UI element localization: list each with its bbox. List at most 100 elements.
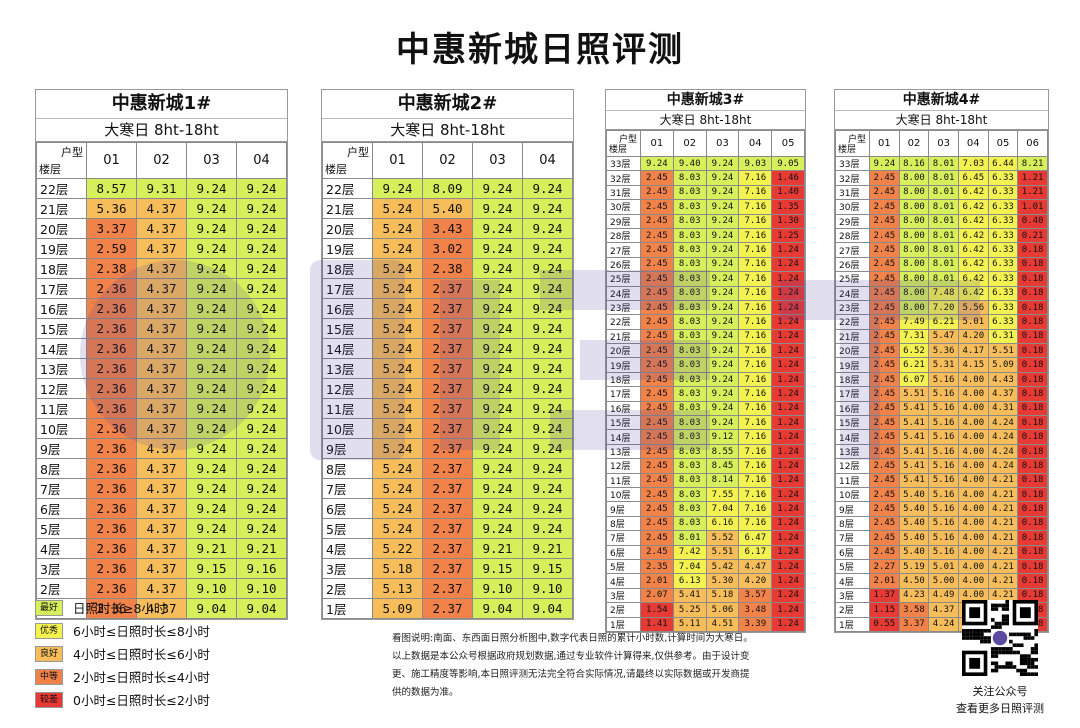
floor-label: 13层 (606, 443, 641, 460)
sunlight-hours-cell: 4.00 (957, 458, 989, 474)
sunlight-hours-cell: 4.00 (957, 486, 989, 503)
floor-label: 10层 (835, 486, 870, 503)
sunlight-hours-cell: 9.24 (522, 338, 573, 359)
sunlight-hours-cell: 2.45 (869, 544, 900, 560)
table-row: 15层 2.45 5.41 5.16 4.00 4.24 0.18 (835, 415, 1048, 431)
qr-code[interactable] (962, 600, 1038, 676)
sunlight-hours-cell: 2.37 (422, 558, 473, 579)
sunlight-hours-cell: 2.45 (640, 213, 674, 229)
unit-header: 01 (869, 130, 900, 157)
floor-label: 18层 (835, 371, 870, 388)
sunlight-hours-cell: 9.04 (472, 598, 523, 619)
sunlight-hours-cell: 6.52 (898, 343, 930, 359)
sunlight-hours-cell: 6.42 (957, 227, 989, 244)
building-table-3: 中惠新城3# 大寒日 8ht-18ht 户型 楼层 01 02 03 04 05 33层 9.24 9… (605, 89, 806, 633)
sunlight-hours-cell: 0.18 (1017, 343, 1048, 359)
sunlight-hours-cell: 8.01 (928, 170, 959, 186)
table-row: 12层 2.45 5.41 5.16 4.00 4.24 0.18 (835, 458, 1048, 474)
sunlight-hours-cell: 2.45 (640, 184, 674, 201)
sunlight-hours-cell: 4.37 (136, 538, 187, 559)
sunlight-hours-cell: 5.24 (372, 358, 423, 379)
sunlight-hours-cell: 7.16 (738, 400, 773, 417)
sunlight-hours-cell: 0.18 (1017, 530, 1048, 546)
sunlight-hours-cell: 9.24 (472, 318, 523, 339)
sunlight-hours-cell: 9.24 (472, 398, 523, 419)
table-row: 12层 5.24 2.37 9.24 9.24 (322, 378, 573, 399)
table-row: 11层 2.45 5.41 5.16 4.00 4.21 0.18 (835, 472, 1048, 488)
sunlight-hours-cell: 2.37 (422, 338, 473, 359)
sunlight-hours-cell: 9.24 (705, 285, 740, 301)
sunlight-hours-cell: 9.24 (705, 155, 740, 172)
sunlight-hours-cell: 5.40 (898, 515, 930, 532)
sunlight-hours-cell: 1.41 (640, 616, 674, 632)
sunlight-hours-cell: 9.24 (236, 438, 287, 459)
floor-label: 9层 (835, 501, 870, 517)
sunlight-hours-cell: 9.24 (705, 299, 740, 316)
floor-label: 14层 (322, 338, 373, 359)
sunlight-hours-cell: 9.24 (705, 328, 740, 345)
sunlight-hours-cell: 9.24 (186, 358, 237, 379)
sunlight-hours-cell: 2.37 (422, 318, 473, 339)
unit-header: 04 (738, 130, 773, 157)
table-row: 8层 5.24 2.37 9.24 9.24 (322, 458, 573, 479)
sunlight-hours-cell: 0.18 (1017, 371, 1048, 388)
sunlight-hours-cell: 7.16 (738, 184, 773, 201)
sunlight-hours-cell: 5.18 (705, 587, 740, 604)
sunlight-hours-cell: 4.37 (136, 238, 187, 259)
legend-badge: 中等 (35, 668, 63, 685)
floor-label: 6层 (322, 498, 373, 519)
sunlight-hours-cell: 8.03 (672, 170, 707, 186)
floor-label: 19层 (322, 238, 373, 259)
floor-label: 17层 (322, 278, 373, 299)
sunlight-hours-cell: 4.21 (987, 486, 1019, 503)
sunlight-hours-cell: 2.36 (86, 498, 137, 519)
sunlight-hours-cell: 6.33 (987, 242, 1019, 258)
sunlight-hours-cell: 4.24 (987, 415, 1019, 431)
sunlight-hours-cell: 9.24 (472, 378, 523, 399)
sunlight-hours-cell: 0.18 (1017, 501, 1048, 517)
sunlight-hours-cell: 9.24 (472, 478, 523, 499)
table-row: 4层 2.01 4.50 5.00 4.00 4.21 0.18 (835, 573, 1048, 589)
sunlight-hours-cell: 0.18 (1017, 400, 1048, 417)
floor-label: 15层 (36, 318, 87, 339)
table-row: 10层 2.45 8.03 7.55 7.16 1.24 (606, 486, 805, 503)
floor-label: 3层 (322, 558, 373, 579)
sunlight-hours-cell: 5.41 (898, 443, 930, 460)
sunlight-hours-cell: 5.40 (422, 198, 473, 219)
floor-label: 15层 (835, 415, 870, 431)
sunlight-hours-cell: 5.16 (928, 443, 959, 460)
sunlight-hours-cell: 8.01 (928, 242, 959, 258)
unit-header: 01 (640, 130, 674, 157)
sunlight-hours-cell: 8.01 (928, 199, 959, 215)
table-row: 20层 5.24 3.43 9.24 9.24 (322, 218, 573, 239)
sunlight-hours-cell: 6.17 (738, 544, 773, 560)
sunlight-hours-cell: 5.16 (928, 472, 959, 488)
sunlight-hours-cell: 9.24 (705, 213, 740, 229)
sunlight-hours-cell: 1.54 (640, 602, 674, 618)
floor-label: 7层 (36, 478, 87, 499)
sunlight-hours-cell: 0.55 (869, 616, 900, 632)
floor-label: 11层 (322, 398, 373, 419)
sunlight-hours-cell: 8.03 (672, 357, 707, 373)
table-row: 3层 2.07 5.41 5.18 3.57 1.24 (606, 587, 805, 604)
unit-header: 06 (1017, 130, 1048, 157)
sunlight-hours-cell: 4.00 (957, 530, 989, 546)
sunlight-hours-cell: 9.24 (186, 458, 237, 479)
sunlight-hours-cell: 2.35 (640, 558, 674, 575)
sunlight-hours-cell: 7.16 (738, 343, 773, 359)
sunlight-hours-cell: 3.37 (86, 218, 137, 239)
sunlight-hours-cell: 2.37 (422, 498, 473, 519)
table-row: 15层 5.24 2.37 9.24 9.24 (322, 318, 573, 339)
legend-badge: 良好 (35, 645, 63, 662)
sunlight-hours-cell: 5.13 (372, 578, 423, 599)
sunlight-hours-cell: 0.18 (1017, 271, 1048, 287)
sunlight-hours-cell: 3.02 (422, 238, 473, 259)
sunlight-hours-cell: 5.24 (372, 318, 423, 339)
table-row: 11层 2.45 8.03 8.14 7.16 1.24 (606, 472, 805, 488)
sunlight-hours-cell: 9.24 (186, 438, 237, 459)
unit-header: 01 (86, 142, 137, 179)
sunlight-hours-cell: 7.16 (738, 515, 773, 532)
sunlight-hours-cell: 9.24 (522, 238, 573, 259)
sunlight-hours-cell: 7.16 (738, 371, 773, 388)
floor-label: 27层 (606, 242, 641, 258)
